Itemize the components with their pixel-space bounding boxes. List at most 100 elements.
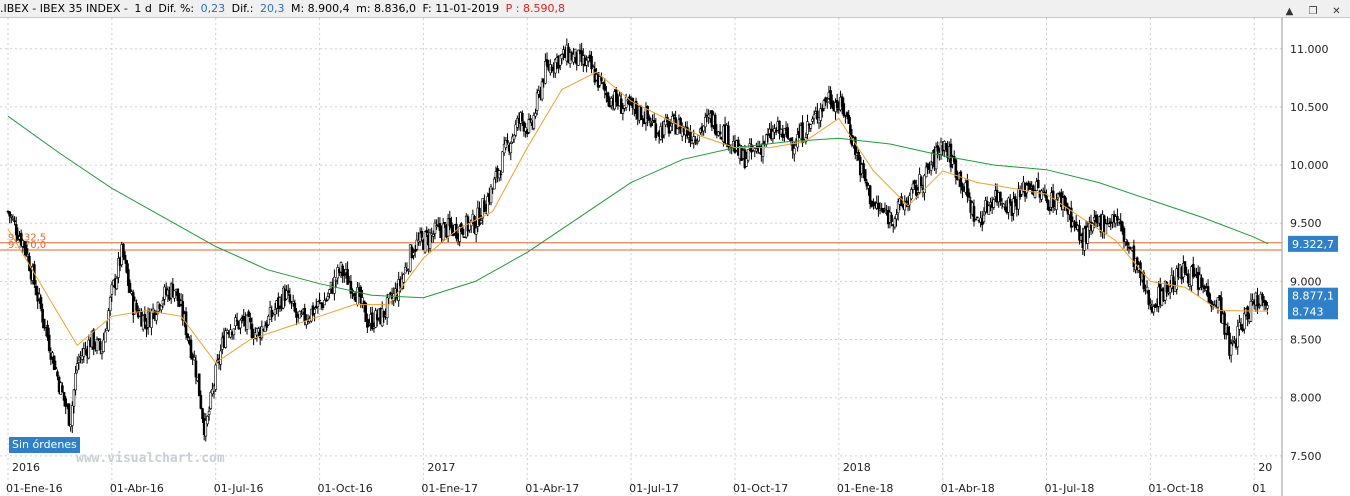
price-badge-label: 8.743 (1292, 305, 1324, 318)
candle-body (189, 339, 193, 358)
candle-body (1107, 223, 1111, 227)
y-tick-label: 7.500 (1290, 450, 1322, 463)
candle-body (577, 49, 580, 66)
chart-grid (0, 18, 1282, 496)
y-tick-label: 10.500 (1290, 101, 1329, 114)
candle-body (1266, 305, 1269, 309)
candle-body (1183, 261, 1187, 274)
candle-body (499, 173, 503, 176)
candle-body (1065, 202, 1068, 207)
candle-body (328, 289, 331, 294)
candle-body (1017, 188, 1020, 210)
candle-body (123, 254, 127, 260)
candle-body (502, 143, 506, 154)
candle-body (1216, 297, 1220, 308)
dif-pct-label: Dif. %: (158, 2, 195, 15)
candle-body (286, 290, 290, 293)
candle-body (450, 222, 453, 229)
candle-body (966, 180, 969, 197)
candle-body (122, 243, 125, 258)
close-icon[interactable]: ✕ (1332, 6, 1341, 17)
restore-icon[interactable]: ❐ (1308, 6, 1318, 17)
candle-body (1028, 183, 1032, 190)
candle-body (713, 114, 717, 134)
candle-body (868, 185, 872, 205)
candle-body (1121, 221, 1124, 232)
candle-body (265, 322, 269, 328)
candle-body (483, 200, 486, 212)
candle-body (249, 317, 252, 323)
candle-body (590, 56, 593, 70)
candle-body (273, 309, 277, 315)
dif-value: 20,3 (259, 2, 285, 15)
candle-body (127, 269, 130, 286)
candle-body (1200, 277, 1203, 288)
candle-body (334, 279, 338, 282)
candle-body (821, 108, 824, 112)
price-chart[interactable]: 9.332,59.270,0 11.00010.50010.0009.5009.… (0, 18, 1350, 496)
candle-body (652, 120, 656, 123)
candle-body (117, 258, 120, 278)
candle-body (694, 139, 697, 142)
candle-body (672, 114, 676, 117)
candle-body (361, 297, 364, 304)
candle-body (235, 319, 239, 322)
candle-body (975, 216, 979, 219)
candle-body (905, 200, 908, 203)
candle-body (207, 410, 211, 415)
candle-body (443, 221, 447, 224)
candle-body (102, 339, 105, 352)
sin-ordenes-badge[interactable]: Sin órdenes (9, 437, 80, 453)
candle-body (38, 293, 41, 299)
candle-body (1142, 272, 1146, 290)
candle-body (1109, 221, 1113, 224)
candle-body (359, 286, 363, 304)
candle-body (420, 230, 424, 238)
x-tick-label: 01-Ene-18 (837, 482, 894, 495)
candle-body (1203, 286, 1207, 290)
candle-body (291, 301, 295, 304)
candle-body (232, 328, 236, 336)
candle-body (413, 249, 417, 252)
candle-body (1002, 203, 1005, 208)
candle-body (75, 363, 79, 371)
candle-body (600, 77, 603, 82)
candle-body (1086, 226, 1090, 244)
candle-body (1056, 193, 1060, 199)
candle-body (400, 278, 404, 289)
candle-body (811, 118, 814, 122)
candle-body (877, 202, 880, 210)
candle-body (1008, 199, 1012, 204)
price-badge (1288, 287, 1338, 304)
max-label: M: 8.900,4 (290, 2, 350, 15)
candle-body (703, 117, 707, 128)
x-tick-label: 01-Ene-16 (6, 482, 63, 495)
candle-body (1045, 195, 1048, 202)
candle-body (199, 395, 203, 409)
candle-body (161, 300, 165, 305)
candle-body (54, 367, 58, 369)
candle-body (1191, 264, 1195, 277)
candle-body (323, 299, 326, 306)
scroll-up-icon[interactable]: ▲ (1285, 6, 1294, 17)
candle-body (389, 292, 392, 295)
candle-body (423, 231, 427, 253)
candle-body (349, 280, 353, 294)
candle-body (74, 372, 77, 391)
candle-body (1261, 294, 1264, 300)
candle-body (1223, 312, 1226, 335)
candle-body (847, 114, 851, 124)
candle-body (303, 307, 307, 322)
candle-body (646, 106, 649, 120)
candle-body (529, 118, 532, 121)
window-buttons: ▲ ❐ ✕ (1279, 2, 1346, 19)
y-tick-label: 9.000 (1290, 275, 1322, 288)
candle-body (1219, 297, 1223, 323)
dif-pct-value: 0,23 (200, 2, 226, 15)
x-tick-label: 01-Oct-17 (733, 482, 788, 495)
candle-body (173, 290, 176, 299)
candle-body (8, 211, 11, 217)
candle-body (764, 134, 768, 145)
candle-body (1046, 200, 1050, 210)
candle-body (225, 330, 229, 333)
